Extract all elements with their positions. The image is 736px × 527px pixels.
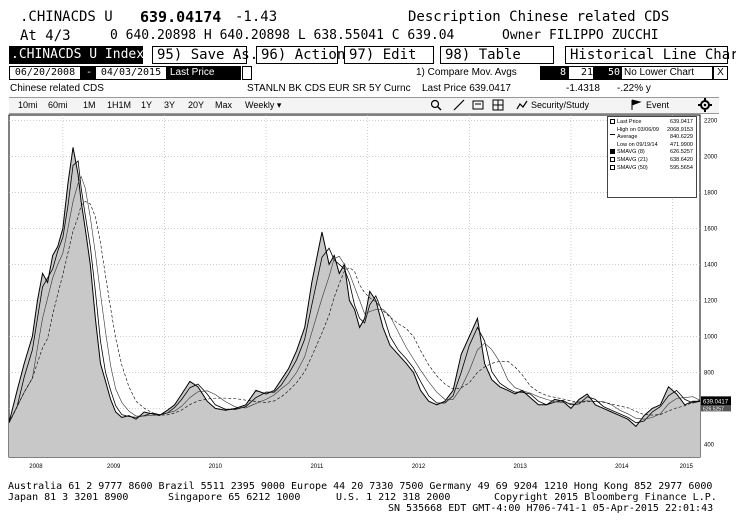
y-tick-label: 1600 xyxy=(704,226,718,232)
last-price-tag-text: 639.0417 xyxy=(703,399,729,405)
legend-smavg-8: SMAVG (8) 626.5257 xyxy=(610,149,696,157)
end-date-field[interactable]: 04/03/2015 xyxy=(96,67,166,79)
change-value: -1.4318 xyxy=(566,83,600,94)
footer-copyright: Copyright 2015 Bloomberg Finance L.P. xyxy=(494,492,717,503)
period-max[interactable]: Max xyxy=(215,100,233,110)
sub-price-tag-text: 626.5257 xyxy=(703,406,724,412)
last-price-label: Last Price 639.0417 xyxy=(422,83,511,94)
legend-smavg-21: SMAVG (21) 638.6420 xyxy=(610,157,696,165)
footer-session: SN 535668 EDT GMT-4:00 H706-741-1 05-Apr… xyxy=(388,503,714,514)
legend-marker-icon xyxy=(610,134,615,139)
event-button[interactable]: Event xyxy=(646,100,670,110)
chart-legend: Last Price 639.0417 High on 03/06/09 2068.… xyxy=(607,116,697,198)
event-icon[interactable] xyxy=(630,99,642,111)
date-label: At 4/3 xyxy=(20,28,71,44)
x-tick-label: 2010 xyxy=(209,464,223,470)
mavg1-field[interactable]: 8 xyxy=(541,67,566,79)
period-10mi[interactable]: 10mi xyxy=(18,100,38,110)
annotate-icon[interactable] xyxy=(472,99,484,111)
security-study-button[interactable]: Security/Study xyxy=(531,100,590,110)
owner-label: Owner FILIPPO ZUCCHI xyxy=(502,28,659,43)
y-tick-label: 1400 xyxy=(704,262,718,268)
start-date-field[interactable]: 06/20/2008 xyxy=(10,67,80,79)
footer-japan: Japan 81 3 3201 8900 xyxy=(8,492,129,503)
x-tick-label: 2011 xyxy=(310,464,324,470)
smavg-8-line xyxy=(8,160,701,424)
study-icon[interactable] xyxy=(516,99,528,111)
x-tick-label: 2013 xyxy=(513,464,527,470)
footer-singapore: Singapore 65 6212 1000 xyxy=(168,492,301,503)
security-ticker: STANLN BK CDS EUR SR 5Y Curnc xyxy=(247,83,411,94)
period-weekly[interactable]: Weekly ▾ xyxy=(245,100,282,110)
sub-price-tag xyxy=(701,405,731,412)
period-1m[interactable]: 1M xyxy=(83,100,96,110)
security-name: Chinese related CDS xyxy=(10,83,104,94)
gear-icon[interactable] xyxy=(698,98,712,112)
smavg-21-line xyxy=(8,175,701,423)
date-dash: - xyxy=(86,67,93,78)
legend-marker-icon xyxy=(610,164,615,170)
period-bar xyxy=(9,97,719,114)
period-1y[interactable]: 1Y xyxy=(141,100,153,110)
legend-average: Average 840.6229 xyxy=(610,134,696,142)
footer-us: U.S. 1 212 318 2000 xyxy=(336,492,451,503)
grid-icon[interactable] xyxy=(492,99,504,111)
change-label: -1.43 xyxy=(235,9,278,25)
legend-marker-icon xyxy=(610,142,615,147)
y-tick-label: 1200 xyxy=(704,298,718,304)
legend-low: Low on 09/19/14 471.9900 xyxy=(610,142,696,150)
period-3y[interactable]: 3Y xyxy=(164,100,176,110)
ohlc-label: 0 640.20898 H 640.20898 L 638.55041 C 63… xyxy=(110,28,455,43)
lower-chart-select[interactable]: No Lower Chart xyxy=(622,67,712,79)
ticker-label: .CHINACDS U xyxy=(20,9,113,25)
mavg3-field[interactable]: 50 xyxy=(596,67,620,79)
period-20y[interactable]: 20Y xyxy=(188,100,205,110)
y-tick-label: 1000 xyxy=(704,334,718,340)
x-tick-label: 2008 xyxy=(29,464,43,470)
y-tick-label: 2200 xyxy=(704,118,718,124)
x-tick-label: 2015 xyxy=(680,464,694,470)
legend-marker-icon xyxy=(610,127,615,132)
last-price-tag xyxy=(701,396,731,406)
actions-button[interactable]: 96) Actions xyxy=(256,46,354,64)
x-tick-label: 2009 xyxy=(107,464,121,470)
compare-mavgs-label[interactable]: 1) Compare Mov. Avgs xyxy=(416,67,517,78)
smavg-50-line xyxy=(8,201,701,423)
line-tool-icon[interactable] xyxy=(453,99,465,111)
footer-phones-1: Australia 61 2 9777 8600 Brazil 5511 239… xyxy=(8,481,713,492)
pct-change-value: -.22% y xyxy=(617,83,651,94)
price-label: 639.04174 xyxy=(140,8,222,26)
x-tick-label: 2012 xyxy=(412,464,426,470)
y-tick-label: 2000 xyxy=(704,154,718,160)
y-tick-label: 400 xyxy=(704,442,715,448)
chart-type-button[interactable]: Historical Line Chart xyxy=(565,46,736,64)
legend-last-price: Last Price 639.0417 xyxy=(610,119,696,127)
edit-button[interactable]: 97) Edit xyxy=(344,46,434,64)
save-as-button[interactable]: 95) Save As... xyxy=(152,46,275,64)
zoom-icon[interactable] xyxy=(430,99,442,111)
period-60mi[interactable]: 60mi xyxy=(48,100,68,110)
legend-marker-icon xyxy=(610,157,615,163)
field-dropdown-button[interactable] xyxy=(242,66,252,80)
close-button[interactable]: X xyxy=(714,67,727,79)
index-button[interactable]: .CHINACDS U Index xyxy=(9,46,145,64)
price-chart[interactable]: 4006008001000120014001600180020002200200… xyxy=(0,113,736,473)
legend-marker-icon xyxy=(610,119,615,125)
table-button[interactable]: 98) Table xyxy=(440,46,554,64)
field-select[interactable]: Last Price xyxy=(170,67,215,78)
mavg2-field[interactable]: 21 xyxy=(569,67,593,79)
legend-high: High on 03/06/09 2068.9153 xyxy=(610,127,696,135)
price-line xyxy=(8,147,701,428)
x-tick-label: 2014 xyxy=(615,464,629,470)
y-tick-label: 1800 xyxy=(704,190,718,196)
description-label: Description Chinese related CDS xyxy=(408,9,670,25)
y-tick-label: 800 xyxy=(704,370,715,376)
legend-smavg-50: SMAVG (50) 595.5654 xyxy=(610,165,696,173)
legend-marker-icon xyxy=(610,149,615,155)
period-1h1m[interactable]: 1H1M xyxy=(107,100,132,110)
